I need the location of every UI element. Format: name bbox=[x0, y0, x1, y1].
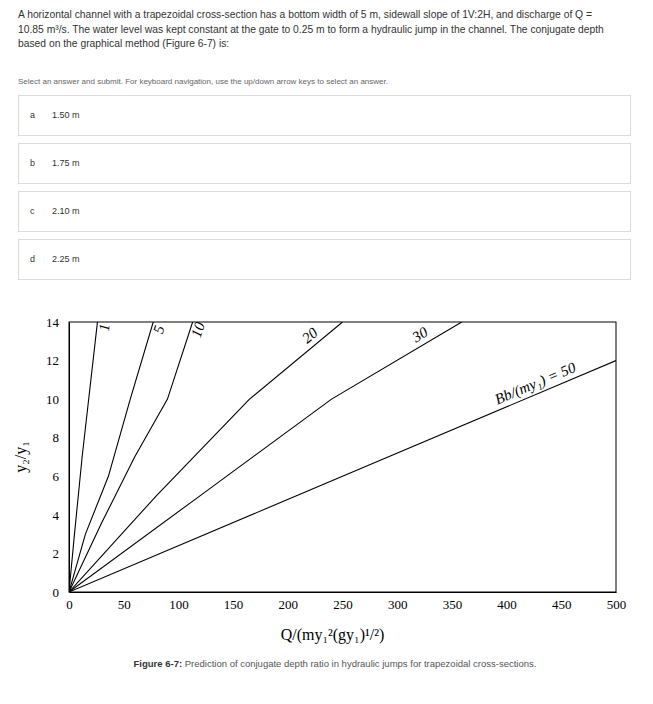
x-tick-label: 500 bbox=[607, 597, 627, 612]
x-tick: 250 bbox=[333, 592, 353, 612]
question-line: 10.85 m³/s. The water level was kept con… bbox=[18, 24, 604, 35]
answer-option[interactable]: a 1.50 m bbox=[19, 96, 631, 136]
instruction: Select an answer and submit. For keyboar… bbox=[18, 77, 388, 86]
x-tick-label: 250 bbox=[333, 597, 353, 612]
line-label: 5 bbox=[150, 323, 168, 335]
option-box[interactable] bbox=[19, 240, 631, 280]
y-tick: 4 bbox=[53, 508, 70, 523]
option-box[interactable] bbox=[19, 144, 631, 184]
page: A horizontal channel with a trapezoidal … bbox=[0, 0, 653, 704]
caption-text: Prediction of conjugate depth ratio in h… bbox=[182, 658, 536, 669]
series-line bbox=[69, 322, 343, 592]
y-tick-label: 6 bbox=[53, 469, 60, 484]
y-tick: 14 bbox=[46, 315, 69, 330]
x-tick: 500 bbox=[607, 592, 627, 612]
x-axis-line bbox=[70, 592, 617, 593]
option-letter[interactable]: c bbox=[30, 206, 35, 216]
answer-option[interactable]: c 2.10 m bbox=[19, 192, 631, 232]
x-axis-title: Q/(my₁²(gy₁)¹/²) bbox=[281, 626, 385, 644]
x-tick: 0 bbox=[66, 592, 73, 612]
x-tick-label: 200 bbox=[279, 597, 299, 612]
x-tick: 350 bbox=[443, 592, 463, 612]
y-tick-label: 14 bbox=[46, 315, 60, 330]
y-tick-label: 0 bbox=[53, 585, 60, 600]
option-letter[interactable]: d bbox=[30, 254, 35, 264]
series-line bbox=[69, 322, 97, 592]
series-line bbox=[69, 361, 616, 592]
option-letter[interactable]: a bbox=[30, 110, 35, 120]
line-label: 10 bbox=[188, 320, 208, 340]
y-tick-label: 4 bbox=[53, 508, 60, 523]
x-tick: 300 bbox=[388, 592, 408, 612]
line-label: 20 bbox=[299, 324, 321, 346]
x-tick: 100 bbox=[169, 592, 189, 612]
x-tick-label: 150 bbox=[224, 597, 244, 612]
option-box[interactable] bbox=[19, 192, 631, 232]
x-tick-label: 300 bbox=[388, 597, 408, 612]
option-text[interactable]: 2.25 m bbox=[52, 254, 80, 264]
line-label: 1 bbox=[96, 323, 113, 332]
x-tick-label: 0 bbox=[66, 597, 73, 612]
x-tick-label: 400 bbox=[497, 597, 516, 612]
option-letter[interactable]: b bbox=[30, 158, 35, 168]
y-tick-label: 2 bbox=[53, 546, 60, 561]
answer-option[interactable]: d 2.25 m bbox=[19, 240, 631, 280]
x-tick-label: 350 bbox=[443, 597, 463, 612]
series-line bbox=[69, 322, 153, 592]
x-tick: 150 bbox=[224, 592, 244, 612]
series-line bbox=[69, 322, 193, 592]
option-text[interactable]: 1.75 m bbox=[52, 158, 80, 168]
lines bbox=[69, 322, 616, 592]
option-box[interactable] bbox=[19, 96, 631, 136]
question-line: based on the graphical method (Figure 6-… bbox=[18, 38, 229, 49]
y-tick: 8 bbox=[53, 430, 70, 445]
y-tick-label: 10 bbox=[46, 392, 59, 407]
line-labels: 1 5 10 20 30 Bb/(my₁) = 50 bbox=[96, 320, 579, 409]
x-tick-label: 450 bbox=[552, 597, 572, 612]
caption: Figure 6-7: Prediction of conjugate dept… bbox=[134, 658, 537, 669]
x-tick: 400 bbox=[497, 592, 516, 612]
caption-label: Figure 6-7: bbox=[134, 658, 183, 669]
option-text[interactable]: 2.10 m bbox=[52, 206, 80, 216]
y-tick: 2 bbox=[53, 546, 70, 561]
y-tick-label: 8 bbox=[53, 430, 60, 445]
y-axis: 0 2 4 6 8 10 12 14 bbox=[46, 315, 70, 600]
series-line bbox=[69, 322, 462, 592]
line-label: Bb/(my₁) = 50 bbox=[493, 359, 579, 408]
plot-frame bbox=[69, 322, 616, 592]
x-axis: 0 50 100 150 200 250 300 350 400 450 500 bbox=[66, 592, 626, 612]
line-label: 30 bbox=[409, 324, 431, 346]
option-text[interactable]: 1.50 m bbox=[52, 110, 80, 120]
y-axis-line bbox=[69, 323, 70, 593]
y-tick: 12 bbox=[46, 353, 69, 368]
y-axis-title: y₂/y₁ bbox=[12, 441, 30, 473]
x-tick: 200 bbox=[279, 592, 299, 612]
y-tick-label: 12 bbox=[46, 353, 59, 368]
answer-option[interactable]: b 1.75 m bbox=[19, 144, 631, 184]
x-tick-label: 50 bbox=[118, 597, 131, 612]
x-tick-label: 100 bbox=[169, 597, 189, 612]
y-tick: 10 bbox=[46, 392, 69, 407]
y-tick: 6 bbox=[53, 469, 70, 484]
y-tick: 0 bbox=[53, 585, 70, 600]
x-tick: 50 bbox=[118, 592, 131, 612]
x-tick: 450 bbox=[552, 592, 572, 612]
question-line: A horizontal channel with a trapezoidal … bbox=[18, 9, 592, 20]
